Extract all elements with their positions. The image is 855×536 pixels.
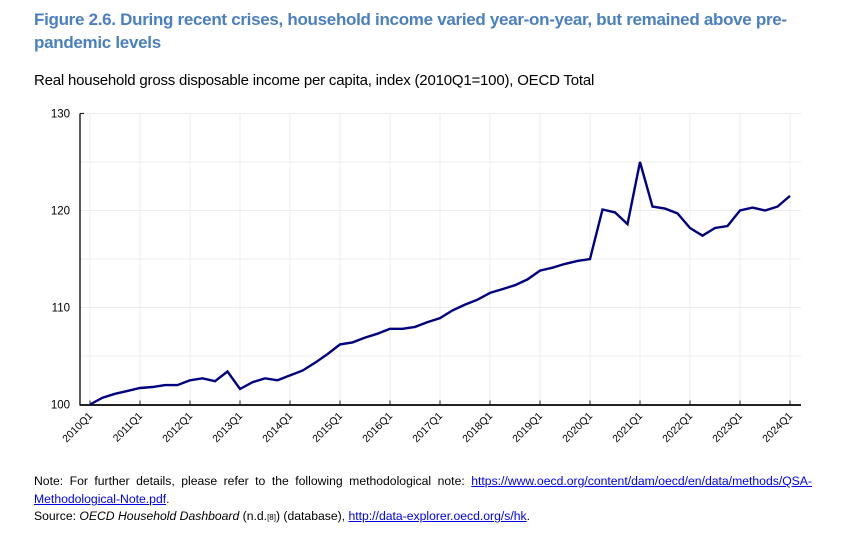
source-after-ref: ) (database), [275, 509, 349, 523]
x-axis: 2010Q1 2011Q1 2012Q1 2013Q1 2014Q1 2015Q1 2016… [60, 400, 801, 445]
x-tick-label: 2021Q1 [610, 410, 645, 445]
x-tick-label: 2018Q1 [460, 410, 495, 445]
series-layer [89, 161, 791, 406]
y-tick-label: 120 [51, 206, 70, 218]
source-label: Source: [34, 509, 80, 523]
chart-subtitle: Real household gross disposable income p… [34, 72, 595, 89]
x-tick-label: 2015Q1 [310, 410, 345, 445]
source-mid: (n.d. [239, 509, 268, 523]
y-tick-label: 130 [51, 109, 70, 121]
x-tick-label: 2022Q1 [660, 410, 695, 445]
figure-source: Source: OECD Household Dashboard (n.d.[8… [34, 509, 530, 523]
y-tick-label: 100 [51, 400, 70, 412]
methodology-link[interactable]: https://www.oecd.org/content/dam/oecd/en… [34, 474, 812, 506]
y-tick-label: 110 [52, 303, 70, 315]
x-tick-label: 2014Q1 [260, 410, 295, 445]
figure-note: Note: For further details, please refer … [34, 472, 812, 508]
x-tick-label: 2010Q1 [60, 410, 95, 445]
series-line [89, 161, 791, 406]
figure-title: Figure 2.6. During recent crises, househ… [34, 10, 787, 52]
source-reference: [8] [267, 513, 276, 522]
x-tick-label: 2012Q1 [160, 410, 195, 445]
note-suffix: . [166, 492, 170, 506]
source-suffix: . [526, 509, 531, 523]
y-axis: 100 110 120 130 [51, 109, 84, 412]
x-tick-label: 2024Q1 [760, 410, 795, 445]
source-title: OECD Household Dashboard [79, 509, 240, 523]
x-tick-label: 2023Q1 [710, 410, 745, 445]
x-tick-label: 2013Q1 [210, 410, 245, 445]
x-tick-label: 2016Q1 [360, 410, 395, 445]
x-tick-label: 2020Q1 [560, 410, 595, 445]
x-tick-label: 2019Q1 [510, 410, 545, 445]
note-text: Note: For further details, please refer … [34, 474, 472, 488]
x-tick-label: 2011Q1 [111, 410, 145, 444]
grid-lines [80, 113, 801, 405]
data-explorer-link[interactable]: http://data-explorer.oecd.org/s/hk [348, 509, 527, 523]
x-tick-label: 2017Q1 [410, 410, 445, 445]
